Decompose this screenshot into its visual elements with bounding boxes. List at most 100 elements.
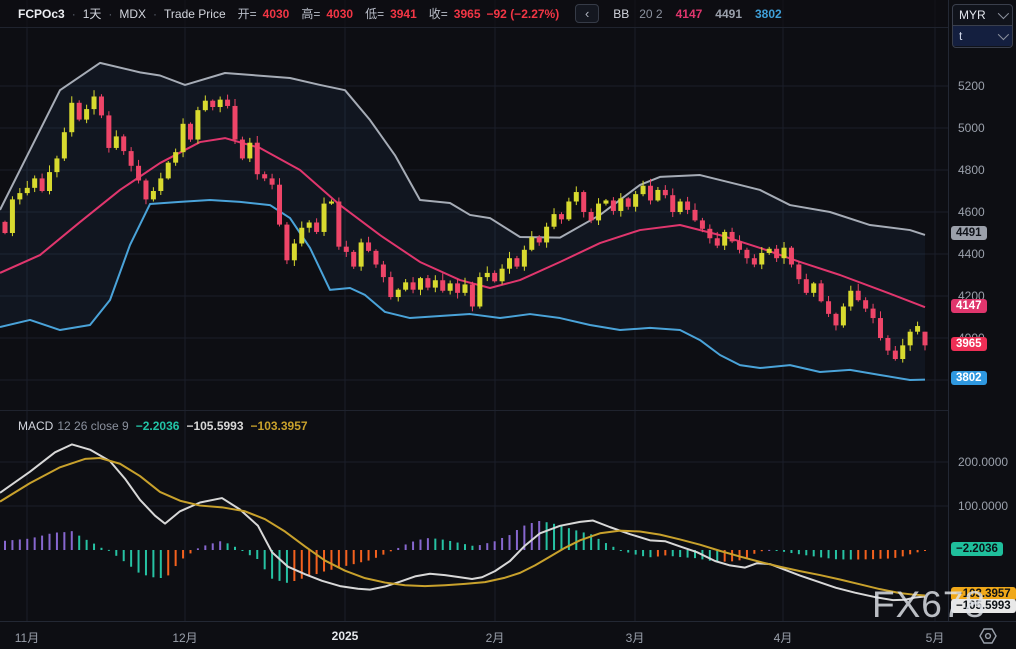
candle-body xyxy=(380,264,386,278)
candle-body xyxy=(291,243,297,261)
macd-hist-value: −2.2036 xyxy=(135,419,180,433)
candle-body xyxy=(232,105,238,140)
macd-axis-badge: −105.5993 xyxy=(951,598,1016,613)
macd-histogram-bar xyxy=(538,521,541,550)
macd-histogram-bar xyxy=(241,550,244,551)
macd-indicator-name[interactable]: MACD xyxy=(18,419,54,433)
macd-histogram-bar xyxy=(916,550,919,553)
candle-body xyxy=(892,350,898,359)
price-chart-pane[interactable] xyxy=(0,0,948,410)
candle-body xyxy=(699,220,705,229)
macd-histogram-bar xyxy=(864,550,867,560)
candle-body xyxy=(54,158,60,173)
candle-body xyxy=(922,331,928,346)
candle-body xyxy=(477,277,483,307)
candle-body xyxy=(610,200,616,211)
macd-histogram-bar xyxy=(849,550,852,560)
time-axis-scale[interactable]: 11月 12月 2025 2月 3月 4月 5月 xyxy=(0,621,1016,649)
macd-histogram-bar xyxy=(597,538,600,550)
candle-body xyxy=(128,151,134,166)
macd-histogram-bar xyxy=(834,550,837,560)
macd-histogram-bar xyxy=(278,550,281,581)
macd-histogram-bar xyxy=(812,550,815,557)
unit-dropdown[interactable]: t xyxy=(953,25,1012,46)
candle-body xyxy=(774,248,780,259)
candle-body xyxy=(150,191,156,200)
macd-histogram-bar xyxy=(144,550,147,576)
candle-body xyxy=(262,174,268,179)
candle-body xyxy=(655,189,661,201)
interval-label[interactable]: 1天 xyxy=(82,7,102,21)
macd-histogram-bar xyxy=(293,550,296,581)
candle-body xyxy=(499,268,505,282)
candle-body xyxy=(299,227,305,244)
macd-histogram-bar xyxy=(553,523,556,550)
candle-body xyxy=(759,252,765,265)
candle-body xyxy=(314,222,320,232)
legend-collapse-button[interactable]: ‹ xyxy=(575,4,600,23)
macd-histogram-bar xyxy=(263,550,266,570)
chart-settings-icon[interactable] xyxy=(978,627,998,645)
macd-histogram-bar xyxy=(18,539,21,550)
macd-histogram-bar xyxy=(70,531,73,550)
candle-body xyxy=(544,226,550,243)
candle-body xyxy=(417,278,423,290)
macd-histogram-bar xyxy=(901,550,904,557)
candle-body xyxy=(833,313,839,326)
macd-indicator-pane[interactable] xyxy=(0,410,948,621)
macd-histogram-bar xyxy=(397,547,400,550)
price-axis-badge: 3965 xyxy=(951,336,987,351)
candle-body xyxy=(670,195,676,212)
macd-histogram-bar xyxy=(790,550,793,554)
candle-body xyxy=(158,178,164,191)
symbol-name[interactable]: FCPOc3 xyxy=(18,6,65,21)
candle-body xyxy=(98,96,104,116)
macd-histogram-bar xyxy=(478,545,481,550)
macd-histogram-bar xyxy=(48,533,51,550)
low-label: 低= xyxy=(365,7,385,21)
macd-histogram-bar xyxy=(85,539,88,550)
macd-histogram-bar xyxy=(122,550,125,562)
macd-histogram-bar xyxy=(582,532,585,550)
currency-dropdown[interactable]: MYR xyxy=(953,5,1012,25)
time-axis-label: 3月 xyxy=(625,631,645,645)
price-axis-scale[interactable]: MYR t 5200500048004600440042004000200.00… xyxy=(948,0,1016,649)
macd-histogram-bar xyxy=(4,540,6,550)
candle-body xyxy=(410,282,416,290)
candle-body xyxy=(195,110,201,140)
candle-body xyxy=(685,201,691,210)
macd-histogram-bar xyxy=(248,550,251,556)
price-axis-badge: 3802 xyxy=(951,371,987,386)
candle-body xyxy=(469,284,475,307)
candle-body xyxy=(818,283,824,302)
bb-indicator-name[interactable]: BB xyxy=(613,6,630,21)
candle-body xyxy=(870,308,876,319)
candle-body xyxy=(32,178,38,188)
candle-body xyxy=(729,231,735,242)
unit-value: t xyxy=(959,29,963,43)
low-value: 3941 xyxy=(390,6,417,21)
time-axis-label: 2025 xyxy=(331,629,359,643)
macd-histogram-bar xyxy=(842,550,845,560)
candle-body xyxy=(39,178,45,191)
macd-histogram-bar xyxy=(434,538,437,550)
candle-body xyxy=(202,100,208,111)
open-value: 4030 xyxy=(262,6,290,21)
candle-body xyxy=(558,214,564,220)
macd-histogram-bar xyxy=(567,528,570,550)
macd-histogram-bar xyxy=(753,550,756,554)
candle-body xyxy=(647,185,653,201)
macd-histogram-bar xyxy=(449,540,452,550)
macd-histogram-bar xyxy=(367,550,370,561)
macd-histogram-bar xyxy=(26,538,29,550)
candle-body xyxy=(91,96,97,110)
bollinger-basis-line xyxy=(0,137,926,309)
candle-body xyxy=(737,241,743,250)
macd-histogram-bar xyxy=(545,522,548,550)
macd-histogram-bar xyxy=(464,544,466,550)
close-value: 3965 xyxy=(453,6,481,21)
macd-histogram-bar xyxy=(671,550,674,557)
candle-body xyxy=(573,192,579,202)
pane-divider[interactable] xyxy=(0,410,1016,411)
candle-body xyxy=(811,283,817,293)
